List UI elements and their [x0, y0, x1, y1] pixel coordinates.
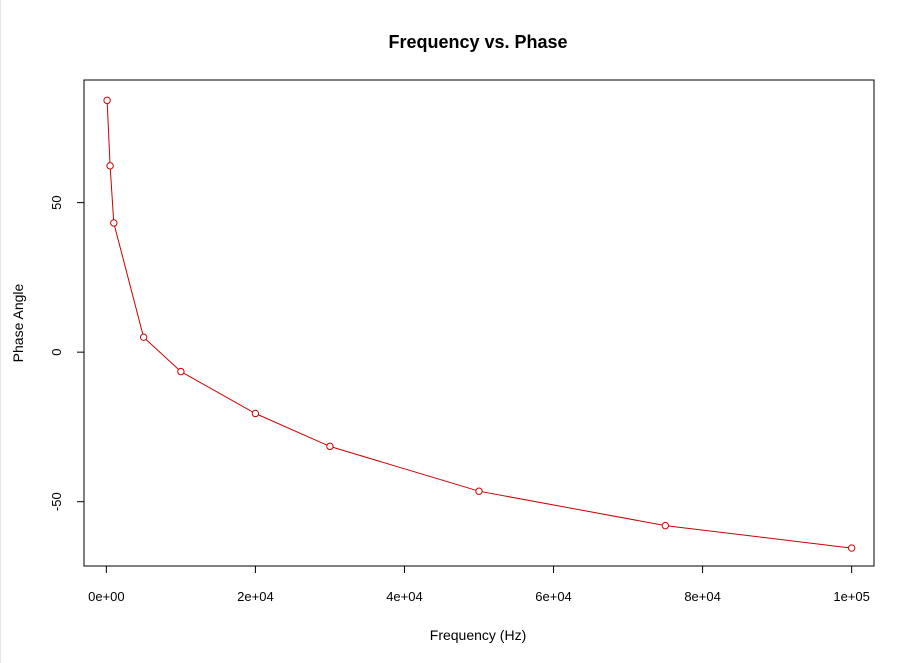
data-point — [847, 544, 856, 552]
x-tick-label: 1e+05 — [833, 589, 870, 604]
chart-title: Frequency vs. Phase — [388, 32, 567, 52]
data-point — [103, 96, 111, 105]
y-tick-label: 50 — [49, 195, 64, 209]
data-point — [106, 162, 114, 170]
data-point — [326, 442, 334, 451]
x-tick-label: 8e+04 — [684, 589, 721, 604]
data-point — [661, 521, 670, 530]
x-tick-label: 4e+04 — [386, 589, 423, 604]
x-axis: 0e+00 2e+04 4e+04 6e+04 8e+04 1e+05 — [88, 565, 870, 604]
y-axis: -50 0 50 — [49, 195, 85, 511]
data-point — [139, 333, 148, 341]
data-point — [475, 487, 483, 495]
y-axis-label: Phase Angle — [10, 283, 26, 362]
data-point — [177, 367, 185, 376]
y-tick-label: 0 — [49, 349, 64, 356]
data-point — [251, 409, 260, 418]
data-point — [110, 219, 118, 227]
x-tick-label: 2e+04 — [237, 589, 274, 604]
data-series — [103, 96, 856, 552]
window-edge — [0, 0, 1, 663]
x-axis-label: Frequency (Hz) — [430, 627, 526, 643]
series-line — [106, 100, 852, 549]
x-tick-label: 0e+00 — [88, 589, 125, 604]
x-tick-label: 6e+04 — [535, 589, 572, 604]
y-tick-label: -50 — [49, 492, 64, 511]
